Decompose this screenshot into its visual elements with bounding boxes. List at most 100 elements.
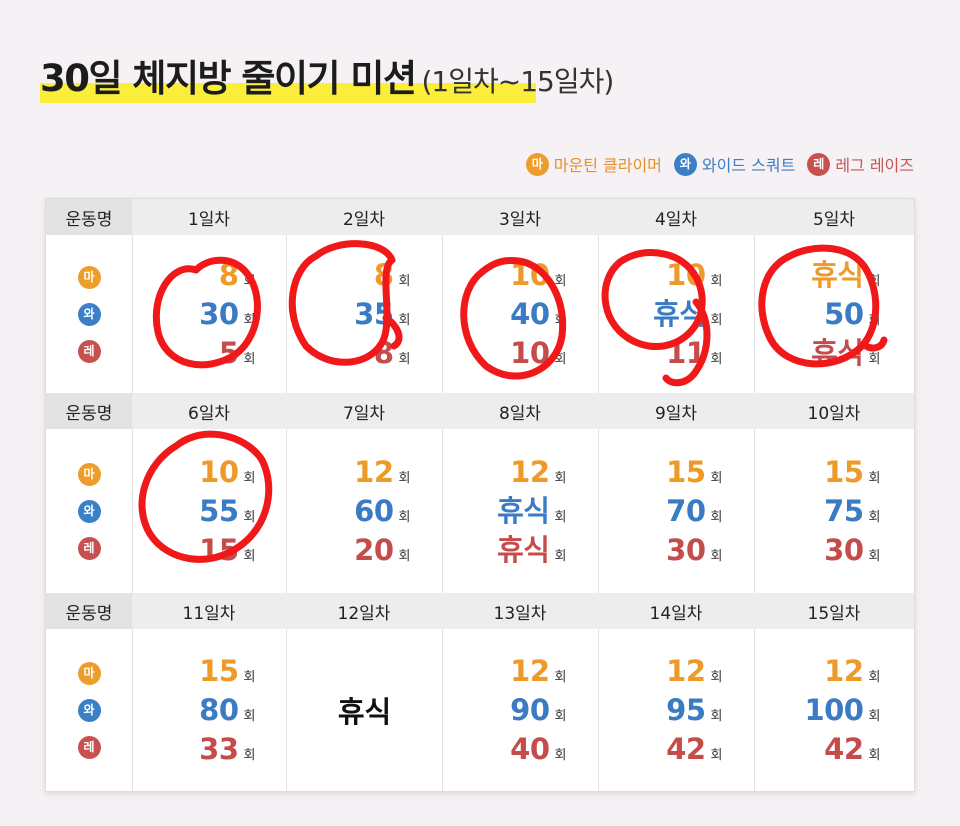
- day-cell: 15 회 75 회 30 회: [754, 429, 914, 593]
- wide-squat-count: 30 회: [162, 296, 258, 331]
- count-unit: 회: [710, 708, 723, 724]
- count-value: 휴식: [811, 335, 864, 370]
- count-unit: 회: [398, 273, 411, 289]
- day-header: 12일차: [286, 593, 442, 629]
- leg-raise-count: 휴식 회: [473, 534, 569, 566]
- day-header: 7일차: [286, 393, 442, 429]
- day-cell: 15 회 80 회 33 회: [132, 629, 286, 791]
- count-value: 50: [824, 296, 864, 331]
- wide-squat-count: 80 회: [162, 692, 258, 727]
- count-value: 35: [354, 296, 394, 331]
- count-unit: 회: [243, 669, 256, 685]
- mountain-climber-badge-icon: 마: [77, 661, 101, 685]
- count-value: 휴식: [497, 493, 550, 528]
- count-unit: 회: [868, 548, 881, 564]
- count-unit: 회: [554, 509, 567, 525]
- leg-raise-count: 20 회: [317, 534, 413, 566]
- wide-squat-count: 95 회: [629, 694, 725, 726]
- count-unit: 회: [710, 470, 723, 486]
- day-cell: 10 회 55 회 15 회: [132, 429, 286, 593]
- row-label-header: 운동명: [46, 393, 132, 429]
- day-cell: 8 회 30 회 5 회: [132, 235, 286, 393]
- count-unit: 회: [710, 747, 723, 763]
- leg-raise-count: 33 회: [162, 733, 258, 765]
- leg-raise-count: 30 회: [787, 534, 883, 566]
- count-value: 70: [666, 493, 706, 528]
- mountain-climber-count: 15 회: [787, 454, 883, 489]
- day-cell: 10 회 휴식 회 11 회: [598, 235, 754, 393]
- wide-squat-count: 40 회: [473, 298, 569, 330]
- leg-raise-badge-icon: 레: [77, 735, 101, 759]
- mountain-climber-badge-icon: 마: [525, 152, 549, 176]
- count-value: 30: [666, 532, 706, 567]
- count-value: 15: [824, 454, 864, 489]
- mountain-climber-count: 12 회: [473, 454, 569, 489]
- legend-item-wide-squat: 와 와이드 스쿼트: [673, 152, 796, 176]
- day-header: 3일차: [442, 199, 598, 235]
- wide-squat-count: 60 회: [317, 495, 413, 527]
- day-header: 6일차: [132, 393, 286, 429]
- day-cell: 12 회 100 회 42 회: [754, 629, 914, 791]
- day-header: 14일차: [598, 593, 754, 629]
- legend-item-mountain-climber: 마 마운틴 클라이머: [525, 152, 662, 176]
- count-unit: 회: [243, 312, 256, 328]
- count-unit: 회: [554, 470, 567, 486]
- leg-raise-count: 15 회: [162, 534, 258, 566]
- count-unit: 회: [243, 273, 256, 289]
- count-value: 42: [666, 731, 706, 766]
- count-unit: 회: [398, 470, 411, 486]
- count-unit: 회: [710, 273, 723, 289]
- day-header: 15일차: [754, 593, 914, 629]
- count-unit: 회: [710, 548, 723, 564]
- legend-label: 와이드 스쿼트: [701, 156, 796, 175]
- wide-squat-count: 35 회: [317, 296, 413, 331]
- page-title: 30일 체지방 줄이기 미션 (1일차~15일차): [40, 50, 615, 111]
- mountain-climber-badge-icon: 마: [77, 265, 101, 289]
- count-unit: 회: [710, 351, 723, 367]
- count-value: 12: [824, 653, 864, 688]
- count-value: 10: [199, 454, 239, 489]
- leg-raise-count: 휴식 회: [787, 335, 883, 370]
- count-value: 12: [666, 653, 706, 688]
- day-header: 11일차: [132, 593, 286, 629]
- count-value: 12: [354, 454, 394, 489]
- count-value: 8: [373, 335, 394, 370]
- leg-raise-count: 42 회: [787, 733, 883, 765]
- count-unit: 회: [868, 273, 881, 289]
- day-header: 4일차: [598, 199, 754, 235]
- mountain-climber-count: 휴식 회: [787, 259, 883, 291]
- day-header: 5일차: [754, 199, 914, 235]
- day-header: 8일차: [442, 393, 598, 429]
- wide-squat-badge-icon: 와: [673, 152, 697, 176]
- mountain-climber-count: 12 회: [629, 653, 725, 688]
- count-value: 15: [666, 454, 706, 489]
- wide-squat-count: 50 회: [787, 296, 883, 331]
- wide-squat-badge-icon: 와: [77, 499, 101, 523]
- rest-day-label: 휴식: [337, 695, 392, 729]
- count-value: 12: [510, 454, 550, 489]
- wide-squat-badge-icon: 와: [77, 302, 101, 326]
- count-unit: 회: [868, 747, 881, 763]
- count-unit: 회: [868, 509, 881, 525]
- leg-raise-count: 11 회: [629, 337, 725, 369]
- day-header: 13일차: [442, 593, 598, 629]
- count-value: 55: [199, 493, 239, 528]
- wide-squat-count: 70 회: [629, 493, 725, 528]
- count-value: 30: [199, 296, 239, 331]
- day-cell: 12 회 휴식 회 휴식 회: [442, 429, 598, 593]
- count-value: 80: [199, 692, 239, 727]
- count-unit: 회: [554, 351, 567, 367]
- wide-squat-count: 100 회: [787, 694, 883, 726]
- mountain-climber-count: 15 회: [162, 655, 258, 687]
- count-unit: 회: [398, 548, 411, 564]
- count-unit: 회: [554, 669, 567, 685]
- count-unit: 회: [868, 708, 881, 724]
- page-subtitle: (1일차~15일차): [421, 65, 615, 98]
- count-unit: 회: [710, 509, 723, 525]
- count-value: 10: [510, 257, 550, 292]
- title-highlight: [40, 83, 536, 103]
